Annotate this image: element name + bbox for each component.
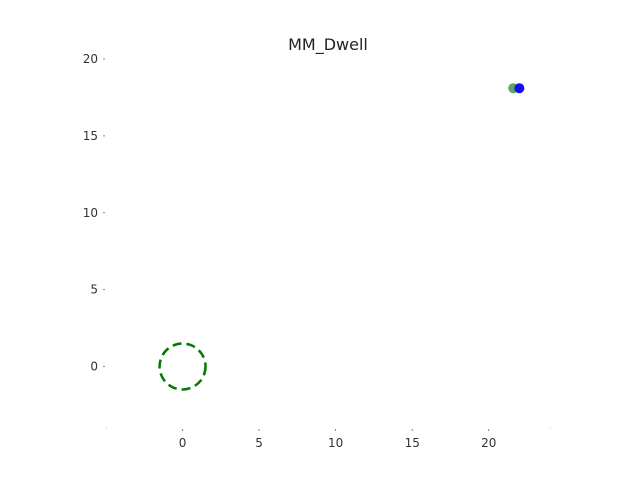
marks xyxy=(158,83,525,391)
scatter-point-1 xyxy=(514,83,525,94)
y-tick-label: 0 xyxy=(90,360,98,374)
dashed-circle xyxy=(158,342,207,391)
x-tick-label: 20 xyxy=(481,436,496,450)
chart-title: MM_Dwell xyxy=(288,35,368,55)
axes: 0 5 10 15 20 0 5 10 15 20 xyxy=(83,52,551,450)
x-tick-label: 15 xyxy=(405,436,420,450)
x-tick-label: 10 xyxy=(328,436,343,450)
y-tick-label: 10 xyxy=(83,206,98,220)
y-tick-label: 15 xyxy=(83,129,98,143)
y-tick-label: 5 xyxy=(90,283,98,297)
x-tick-label: 5 xyxy=(255,436,263,450)
x-tick-label: 0 xyxy=(179,436,187,450)
y-tick-label: 20 xyxy=(83,52,98,66)
